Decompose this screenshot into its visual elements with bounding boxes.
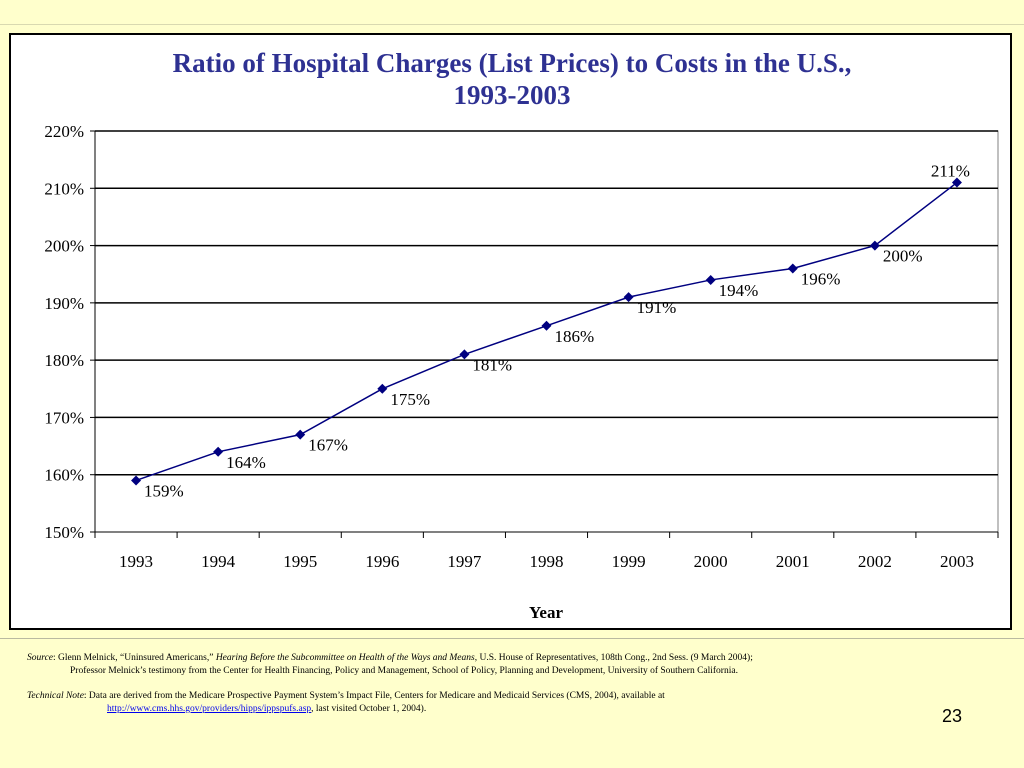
data-label: 200% xyxy=(883,247,923,266)
technote-tail: , last visited October 1, 2004). xyxy=(311,704,427,714)
y-tick-label: 210% xyxy=(44,179,84,198)
data-point-marker xyxy=(787,263,798,274)
x-tick-label: 2003 xyxy=(940,552,974,571)
x-tick-label: 1994 xyxy=(201,552,236,571)
data-point-marker xyxy=(459,349,470,360)
x-tick-label: 1999 xyxy=(612,552,646,571)
cms-link[interactable]: http://www.cms.hhs.gov/providers/hipps/i… xyxy=(107,704,312,714)
source-text-cont: , U.S. House of Representatives, 108th C… xyxy=(474,653,753,663)
technical-note-line-2: http://www.cms.hhs.gov/providers/hipps/i… xyxy=(27,703,967,716)
data-label: 181% xyxy=(472,355,512,374)
source-note-line-2: Professor Melnick’s testimony from the C… xyxy=(70,666,738,676)
chart-title-line-2: 1993-2003 xyxy=(453,80,571,110)
data-point-marker xyxy=(295,429,306,440)
data-label: 211% xyxy=(931,162,970,181)
page-number: 23 xyxy=(941,706,962,726)
data-label: 167% xyxy=(308,436,348,455)
data-point-marker xyxy=(131,475,142,486)
technical-note: Technical Note: Data are derived from th… xyxy=(27,690,967,703)
source-label: Source xyxy=(27,653,54,663)
source-italic-title: Hearing Before the Subcommittee on Healt… xyxy=(215,653,475,663)
data-point-marker xyxy=(869,240,880,251)
y-tick-label: 170% xyxy=(44,408,84,427)
source-text: : Glenn Melnick, “Uninsured Americans,” xyxy=(53,653,216,663)
data-label: 194% xyxy=(719,281,759,300)
technote-text: : Data are derived from the Medicare Pro… xyxy=(83,691,665,701)
data-label: 191% xyxy=(637,298,677,317)
y-tick-label: 190% xyxy=(44,294,84,313)
data-label: 164% xyxy=(226,453,266,472)
x-tick-label: 2000 xyxy=(694,552,728,571)
y-tick-label: 160% xyxy=(44,466,84,485)
technote-label: Technical Note xyxy=(27,691,84,701)
data-label: 175% xyxy=(390,390,430,409)
series-line-group xyxy=(131,177,962,486)
plot-area xyxy=(94,130,999,533)
y-tick-label: 200% xyxy=(44,237,84,256)
y-tick-label: 180% xyxy=(44,351,84,370)
footer-divider xyxy=(0,638,1024,639)
data-point-marker xyxy=(951,177,962,188)
data-point-marker xyxy=(541,320,552,331)
x-tick-label: 1996 xyxy=(365,552,399,571)
source-note: Source: Glenn Melnick, “Uninsured Americ… xyxy=(27,652,967,665)
data-point-marker xyxy=(377,383,388,394)
x-axis-title: Year xyxy=(529,603,563,622)
data-label: 196% xyxy=(801,269,841,288)
data-label: 159% xyxy=(144,481,184,500)
data-label: 186% xyxy=(555,327,595,346)
x-tick-label: 2002 xyxy=(858,552,892,571)
gridlines xyxy=(95,130,998,476)
slide-top-divider xyxy=(0,24,1024,25)
x-tick-label: 2001 xyxy=(776,552,810,571)
x-tick-label: 1997 xyxy=(447,552,482,571)
data-point-marker xyxy=(213,446,224,457)
y-tick-label: 150% xyxy=(44,523,84,542)
footnotes: Source: Glenn Melnick, “Uninsured Americ… xyxy=(27,652,967,716)
x-tick-label: 1993 xyxy=(119,552,153,571)
y-tick-label: 220% xyxy=(44,122,84,141)
axes: 150% 160% 170% 180% 190% 200% 210% 220% 1993 1994… xyxy=(44,122,999,571)
x-tick-label: 1998 xyxy=(530,552,564,571)
chart-title-line-1: Ratio of Hospital Charges (List Prices) … xyxy=(172,48,852,78)
data-point-marker xyxy=(705,274,716,285)
data-point-marker xyxy=(623,292,634,303)
chart-title: Ratio of Hospital Charges (List Prices) … xyxy=(0,47,1024,111)
data-labels: 159% 164% 167% 175% 181% 186% 191% 194% 196% 200%… xyxy=(144,162,970,501)
x-tick-label: 1995 xyxy=(283,552,317,571)
